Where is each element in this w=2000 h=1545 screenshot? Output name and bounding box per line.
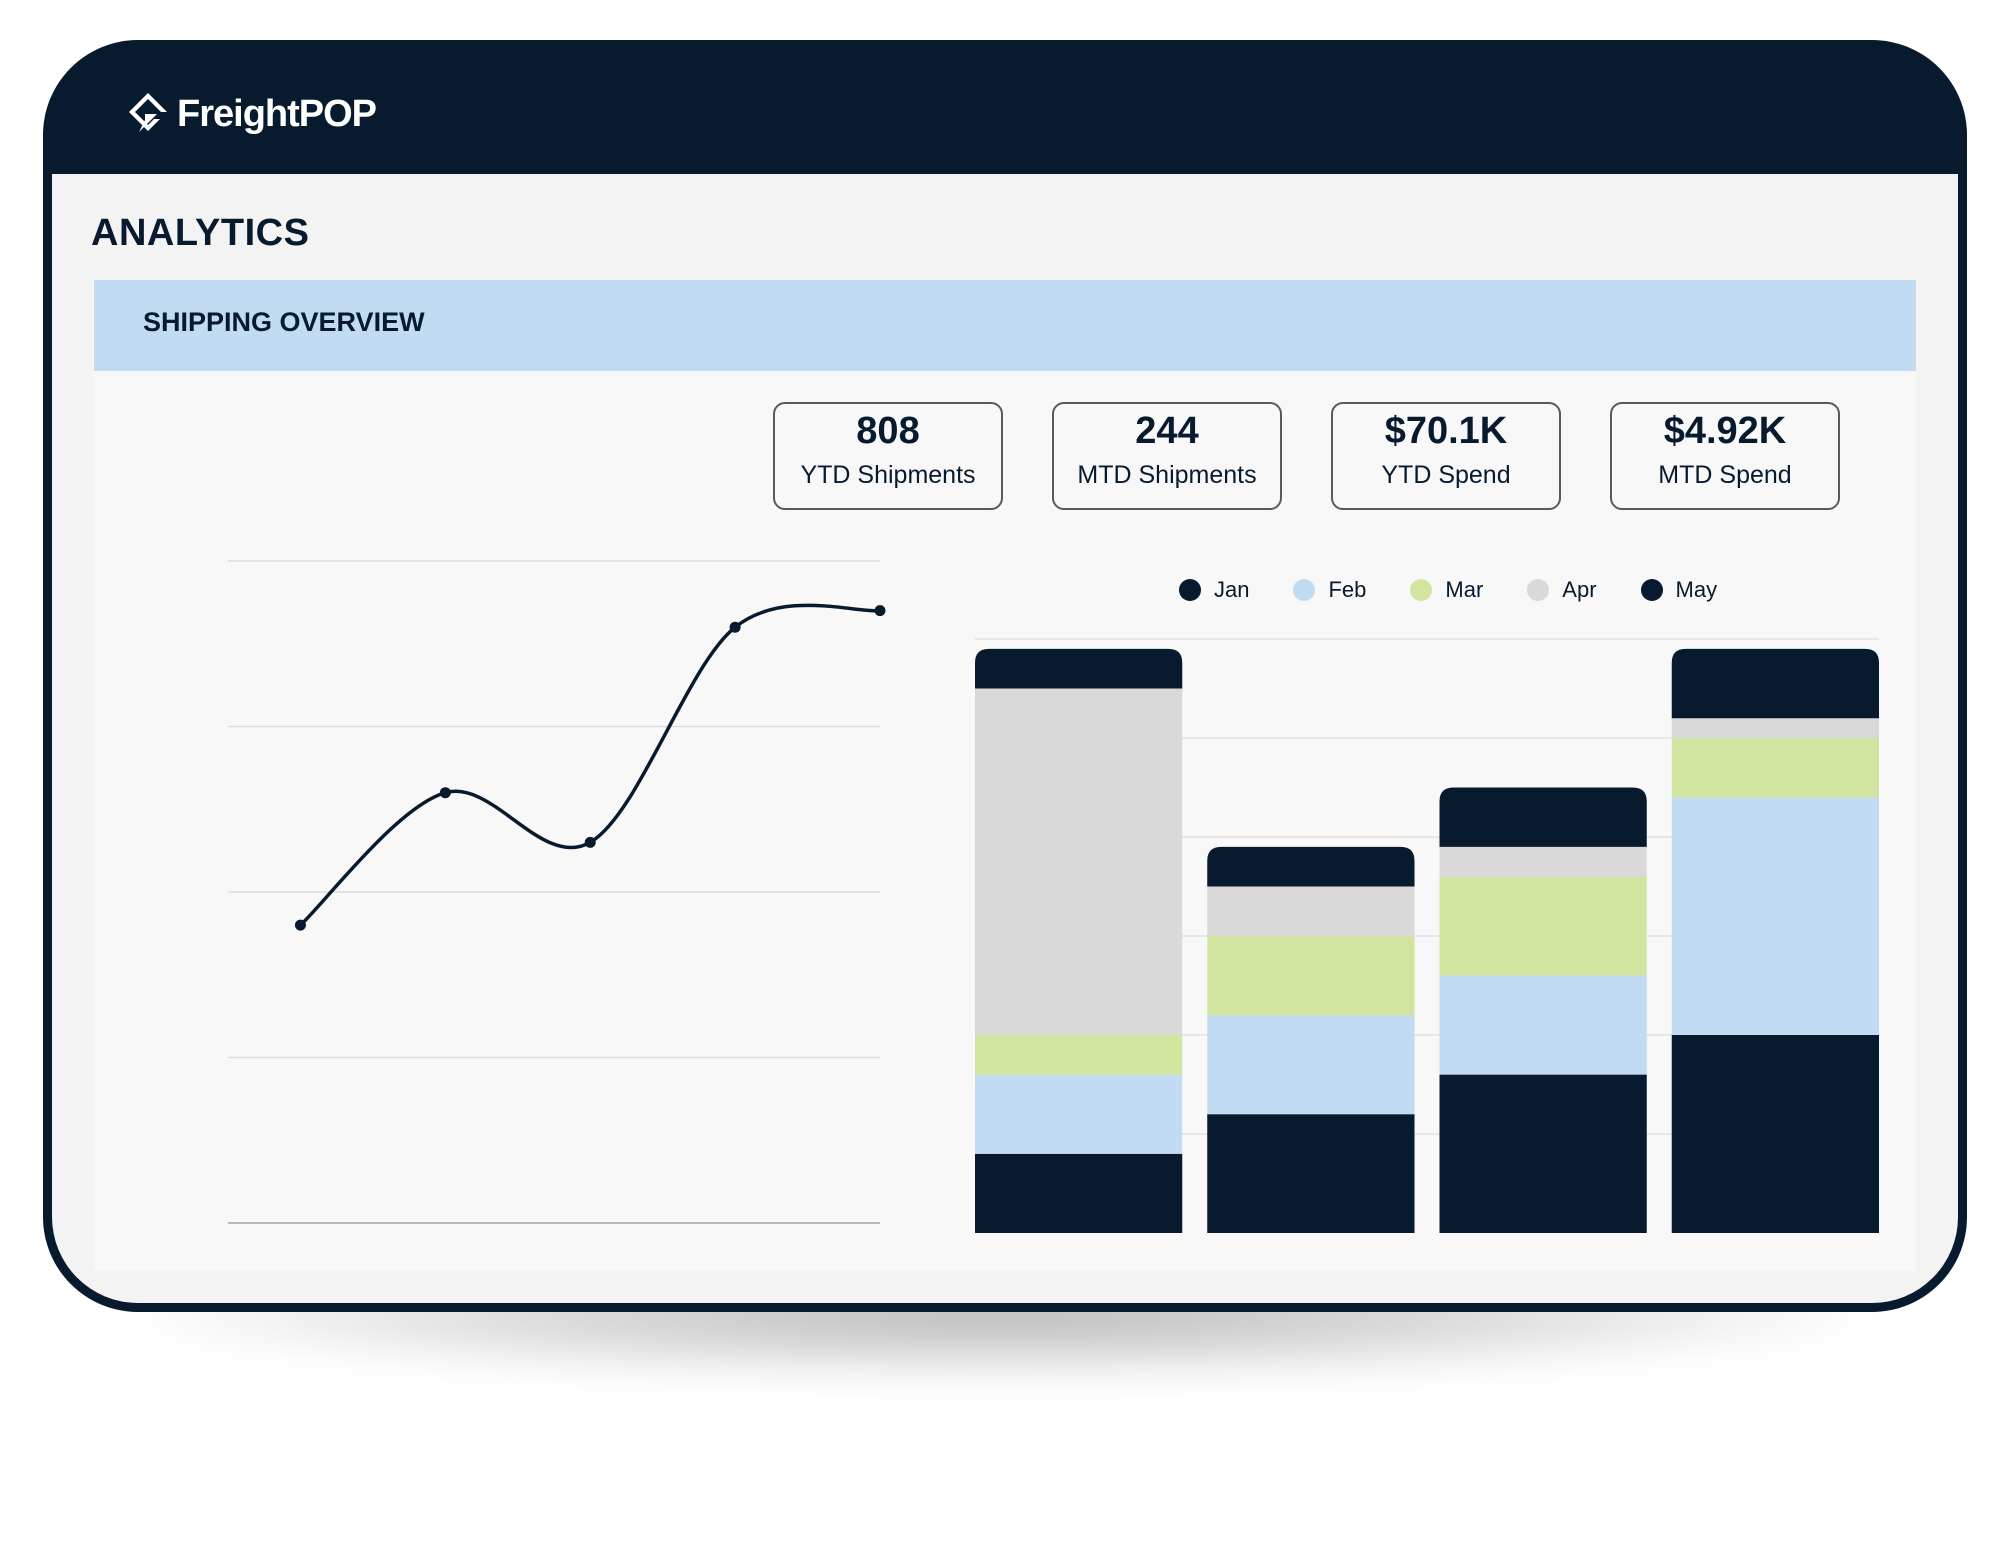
page-title: ANALYTICS xyxy=(91,212,310,254)
legend-swatch xyxy=(1640,579,1663,601)
legend-item-may[interactable]: May xyxy=(1640,577,1718,603)
kpi-label: YTD Shipments xyxy=(800,461,976,489)
section-title: SHIPPING OVERVIEW xyxy=(143,307,425,337)
bar-segment xyxy=(1671,1035,1879,1233)
bar-segment xyxy=(975,1074,1183,1154)
freightpop-logo-icon xyxy=(129,93,167,132)
kpi-label: MTD Spend xyxy=(1658,461,1792,489)
section-header: SHIPPING OVERVIEW xyxy=(94,280,1916,371)
bar-segment xyxy=(1671,738,1879,798)
kpi-value: 808 xyxy=(856,410,920,452)
line-point xyxy=(874,605,886,617)
bar-segment xyxy=(1439,876,1647,976)
legend-label: Apr xyxy=(1562,577,1597,602)
stacked-bar-chart xyxy=(975,638,1879,1233)
brand-name: FreightPOP xyxy=(177,92,377,135)
bar-segment xyxy=(975,688,1183,1035)
legend-item-feb[interactable]: Feb xyxy=(1293,577,1366,603)
bar-segment xyxy=(1439,1074,1647,1233)
legend-label: Jan xyxy=(1214,577,1250,602)
brand-logo[interactable]: FreightPOP xyxy=(123,86,377,142)
shipping-overview-panel: 808 YTD Shipments 244 MTD Shipments $70.… xyxy=(94,371,1916,1271)
legend-label: Mar xyxy=(1445,577,1484,602)
kpi-value: $4.92K xyxy=(1663,410,1787,452)
kpi-value: $70.1K xyxy=(1384,410,1508,452)
legend-swatch xyxy=(1293,579,1316,601)
bar-segment xyxy=(1671,718,1879,738)
device-frame: FreightPOP ANALYTICS SHIPPING OVERVIEW 8… xyxy=(43,40,1967,1312)
bar-segment xyxy=(1439,787,1647,847)
line-point xyxy=(439,787,451,799)
kpi-card-mtd-shipments[interactable]: 244 MTD Shipments xyxy=(1052,402,1282,510)
kpi-card-ytd-spend[interactable]: $70.1K YTD Spend xyxy=(1331,402,1561,510)
bar-segment xyxy=(1671,797,1879,1035)
app-screen: ANALYTICS SHIPPING OVERVIEW 808 YTD Ship… xyxy=(52,174,1958,1303)
legend-swatch xyxy=(1527,579,1550,601)
kpi-card-ytd-shipments[interactable]: 808 YTD Shipments xyxy=(773,402,1003,510)
bar-segment xyxy=(1207,886,1415,936)
legend-label: May xyxy=(1675,577,1718,602)
kpi-card-mtd-spend[interactable]: $4.92K MTD Spend xyxy=(1610,402,1840,510)
line-point xyxy=(584,836,596,848)
kpi-label: YTD Spend xyxy=(1381,461,1511,489)
legend-item-jan[interactable]: Jan xyxy=(1179,577,1249,603)
bar-segment xyxy=(975,1153,1183,1233)
kpi-value: 244 xyxy=(1135,410,1199,452)
bar-segment xyxy=(1671,648,1879,719)
legend-swatch xyxy=(1410,579,1433,601)
legend-item-apr[interactable]: Apr xyxy=(1527,577,1597,603)
line-point xyxy=(729,621,741,633)
line-chart xyxy=(228,560,886,1224)
bar-segment xyxy=(1439,846,1647,877)
bar-segment xyxy=(1207,1015,1415,1115)
bar-segment xyxy=(1207,846,1415,887)
bar-segment xyxy=(1207,1114,1415,1233)
line-series xyxy=(299,603,881,927)
bar-segment xyxy=(1439,975,1647,1075)
bar-segment xyxy=(975,648,1183,689)
bar-segment xyxy=(975,1035,1183,1075)
kpi-label: MTD Shipments xyxy=(1077,461,1257,489)
line-point xyxy=(294,919,306,931)
bar-chart-legend: Jan Feb Mar Apr May xyxy=(1179,577,1761,603)
legend-item-mar[interactable]: Mar xyxy=(1410,577,1483,603)
bar-segment xyxy=(1207,936,1415,1016)
legend-swatch xyxy=(1179,579,1201,601)
charts-canvas xyxy=(228,560,1879,1233)
legend-label: Feb xyxy=(1328,577,1367,602)
